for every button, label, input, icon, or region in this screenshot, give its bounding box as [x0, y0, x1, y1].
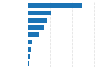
Bar [28, 25, 44, 30]
Bar [28, 18, 47, 23]
Bar [28, 40, 32, 44]
Bar [28, 32, 39, 37]
Bar [28, 11, 51, 15]
Bar [28, 47, 31, 52]
Bar [28, 54, 30, 59]
Bar [28, 61, 29, 66]
Bar [28, 3, 82, 8]
